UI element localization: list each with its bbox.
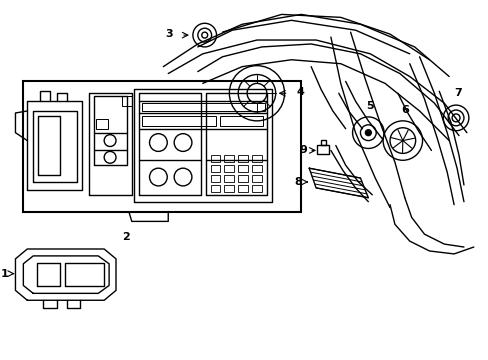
Bar: [251, 165, 262, 172]
Bar: [142, 116, 215, 126]
Text: 7: 7: [453, 88, 461, 98]
Bar: [210, 175, 220, 182]
Bar: [142, 103, 264, 111]
Bar: [238, 165, 247, 172]
Bar: [122, 96, 131, 106]
Bar: [251, 185, 262, 192]
Text: 8: 8: [294, 177, 302, 187]
Bar: [251, 156, 262, 162]
Bar: [251, 175, 262, 182]
Bar: [210, 185, 220, 192]
Text: 6: 6: [400, 105, 408, 115]
Bar: [321, 140, 325, 144]
Bar: [96, 119, 108, 129]
Bar: [210, 165, 220, 172]
Bar: [210, 156, 220, 162]
Bar: [23, 81, 301, 212]
Text: 1: 1: [1, 269, 9, 279]
Bar: [238, 175, 247, 182]
Bar: [224, 175, 234, 182]
Bar: [224, 156, 234, 162]
Bar: [238, 185, 247, 192]
Bar: [220, 116, 263, 126]
Bar: [238, 156, 247, 162]
Text: 3: 3: [165, 29, 173, 39]
Text: 2: 2: [122, 232, 129, 242]
Text: 9: 9: [299, 145, 306, 156]
Text: 4: 4: [296, 87, 304, 97]
Text: 5: 5: [366, 101, 373, 111]
Bar: [316, 144, 328, 154]
Circle shape: [365, 130, 370, 136]
Bar: [224, 165, 234, 172]
Bar: [224, 185, 234, 192]
